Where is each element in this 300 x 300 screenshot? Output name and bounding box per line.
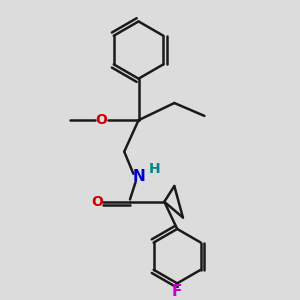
Text: O: O — [91, 195, 103, 209]
Text: F: F — [172, 284, 182, 299]
Text: N: N — [132, 169, 145, 184]
Text: H: H — [148, 162, 160, 176]
Text: O: O — [95, 113, 107, 127]
